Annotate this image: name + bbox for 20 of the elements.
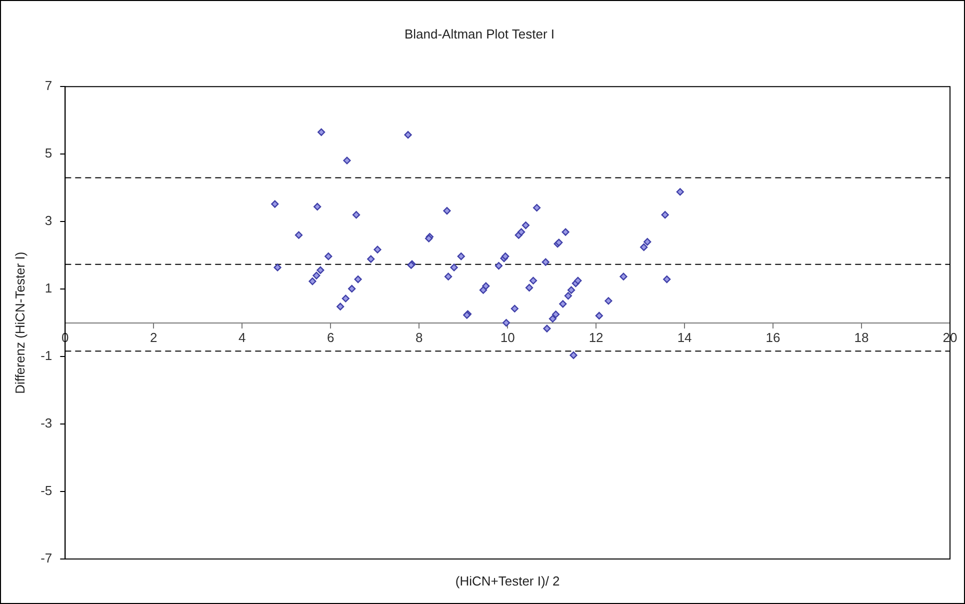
x-tick-label: 2 bbox=[150, 330, 158, 346]
x-tick-label: 10 bbox=[500, 330, 515, 346]
x-tick-label: 12 bbox=[588, 330, 604, 346]
y-tick-label: 3 bbox=[44, 213, 52, 228]
y-tick-label: -3 bbox=[40, 416, 52, 431]
x-tick-label: 14 bbox=[677, 330, 692, 346]
chart-title: Bland-Altman Plot Tester I bbox=[404, 26, 555, 42]
x-tick-label: 6 bbox=[326, 330, 334, 346]
x-axis-title: (HiCN+Tester I)/ 2 bbox=[455, 574, 560, 589]
y-axis-title: Differenz (HiCN-Tester I) bbox=[12, 252, 28, 394]
x-tick-label: 8 bbox=[415, 330, 423, 346]
y-tick-label: 7 bbox=[44, 78, 52, 94]
x-tick-label: 16 bbox=[766, 330, 780, 346]
y-tick-label: 5 bbox=[44, 146, 52, 161]
y-tick-label: -1 bbox=[40, 348, 52, 364]
y-tick-label: 1 bbox=[44, 280, 52, 296]
y-tick-label: -7 bbox=[40, 550, 52, 566]
y-tick-label: -5 bbox=[40, 483, 52, 498]
x-tick-label: 18 bbox=[854, 330, 869, 346]
x-tick-label: 4 bbox=[238, 330, 246, 346]
